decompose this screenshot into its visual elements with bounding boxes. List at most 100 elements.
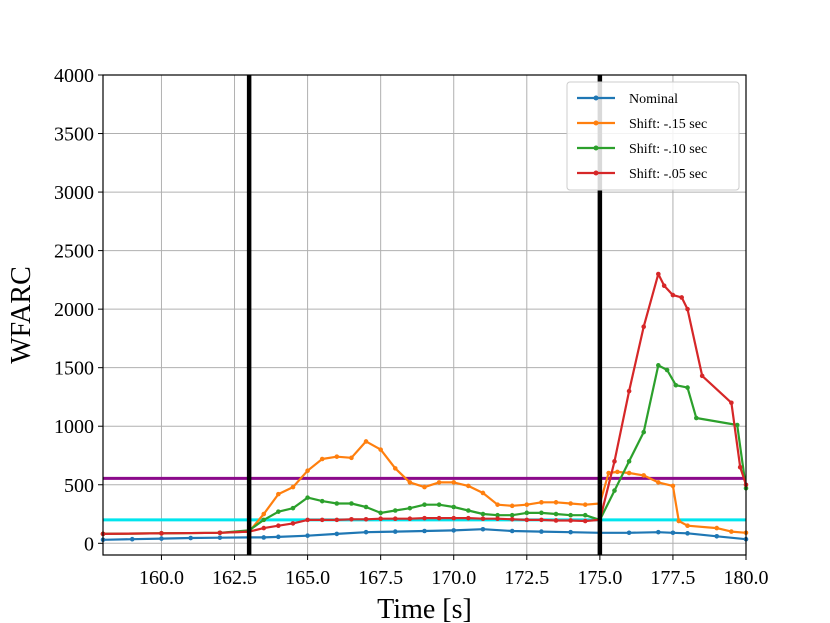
data-point (676, 518, 682, 524)
data-point (539, 517, 544, 523)
x-tick-label: 170.0 (431, 567, 476, 589)
data-point (378, 516, 383, 522)
data-point (319, 498, 325, 504)
data-point (334, 454, 340, 459)
data-point (509, 503, 515, 509)
data-point (685, 306, 690, 312)
data-point (509, 516, 515, 522)
data-point (422, 528, 427, 534)
data-point (539, 529, 544, 534)
data-point (407, 480, 413, 485)
data-point (392, 529, 398, 534)
data-point (261, 525, 267, 531)
data-point (539, 510, 544, 516)
y-tick-label: 3500 (54, 124, 94, 146)
series-2 (100, 439, 749, 537)
y-tick-label: 3000 (54, 182, 94, 204)
data-point (679, 295, 684, 300)
legend-marker (593, 120, 599, 126)
legend-marker (593, 170, 599, 176)
data-point (334, 501, 340, 506)
data-point (305, 533, 310, 538)
y-tick-label: 1000 (54, 416, 94, 438)
series-line (102, 272, 748, 535)
x-tick-label: 172.5 (504, 567, 549, 589)
data-point (673, 382, 679, 388)
y-tick-label: 2000 (54, 299, 94, 321)
data-point (276, 509, 281, 514)
data-point (392, 516, 398, 522)
data-point (641, 473, 647, 478)
x-tick-label: 160.0 (139, 567, 184, 589)
data-point (509, 528, 515, 534)
data-point (670, 292, 676, 298)
data-point (729, 400, 734, 406)
data-point (714, 525, 720, 531)
data-point (378, 447, 383, 452)
data-point (363, 439, 369, 444)
x-tick-label: 180.0 (724, 567, 769, 589)
data-point (276, 523, 281, 529)
data-point (656, 363, 661, 368)
data-point (451, 504, 457, 510)
data-point (553, 511, 559, 517)
series-1 (100, 526, 749, 543)
data-point (407, 505, 413, 511)
data-point (422, 515, 427, 521)
data-point (188, 535, 193, 541)
plot-frame (102, 74, 747, 556)
data-point (349, 455, 354, 461)
data-point (641, 429, 647, 435)
data-point (305, 495, 310, 500)
data-point (334, 531, 340, 537)
data-point (694, 415, 699, 421)
data-point (349, 516, 354, 522)
x-tick-label: 165.0 (285, 567, 330, 589)
data-point (451, 515, 457, 521)
data-point (661, 283, 667, 289)
legend: Nominal Shift: -.15 sec Shift: -.10 sec Shi… (566, 81, 740, 191)
data-point (568, 529, 573, 535)
data-point (480, 490, 486, 496)
data-point (466, 508, 471, 513)
data-point (436, 502, 442, 507)
data-point (334, 517, 340, 523)
data-point (626, 530, 632, 536)
data-point (217, 535, 223, 540)
data-point (670, 483, 676, 489)
legend-label: Shift: -.05 sec (629, 167, 707, 182)
data-point (451, 528, 457, 533)
data-point (378, 510, 383, 516)
data-point (159, 531, 164, 536)
data-point (451, 480, 457, 485)
data-point (305, 517, 310, 523)
data-point (422, 484, 427, 490)
data-point (685, 531, 690, 536)
data-point (539, 500, 544, 505)
y-tick-label: 500 (64, 475, 94, 497)
data-point (524, 517, 530, 523)
legend-label: Shift: -.15 sec (629, 117, 707, 132)
legend-box (566, 81, 740, 191)
data-point (568, 518, 573, 523)
data-point (568, 501, 573, 506)
data-point (349, 501, 354, 506)
data-point (626, 470, 632, 476)
data-point (615, 469, 620, 475)
data-point (422, 502, 427, 507)
data-point (392, 466, 398, 471)
data-point (217, 530, 223, 536)
x-axis-label: Time [s] (377, 594, 472, 623)
x-ticks: 160.0 162.5 165.0 167.5 170.0 172.5 175.0 177.5… (139, 555, 769, 589)
data-point (553, 500, 559, 505)
data-point (685, 385, 690, 390)
data-point (656, 271, 661, 277)
y-tick-label: 1500 (54, 358, 94, 380)
legend-marker (593, 95, 599, 101)
legend-marker (593, 145, 599, 151)
data-point (261, 517, 267, 523)
y-tick-label: 2500 (54, 241, 94, 263)
x-tick-label: 167.5 (358, 567, 403, 589)
data-point (480, 526, 486, 532)
